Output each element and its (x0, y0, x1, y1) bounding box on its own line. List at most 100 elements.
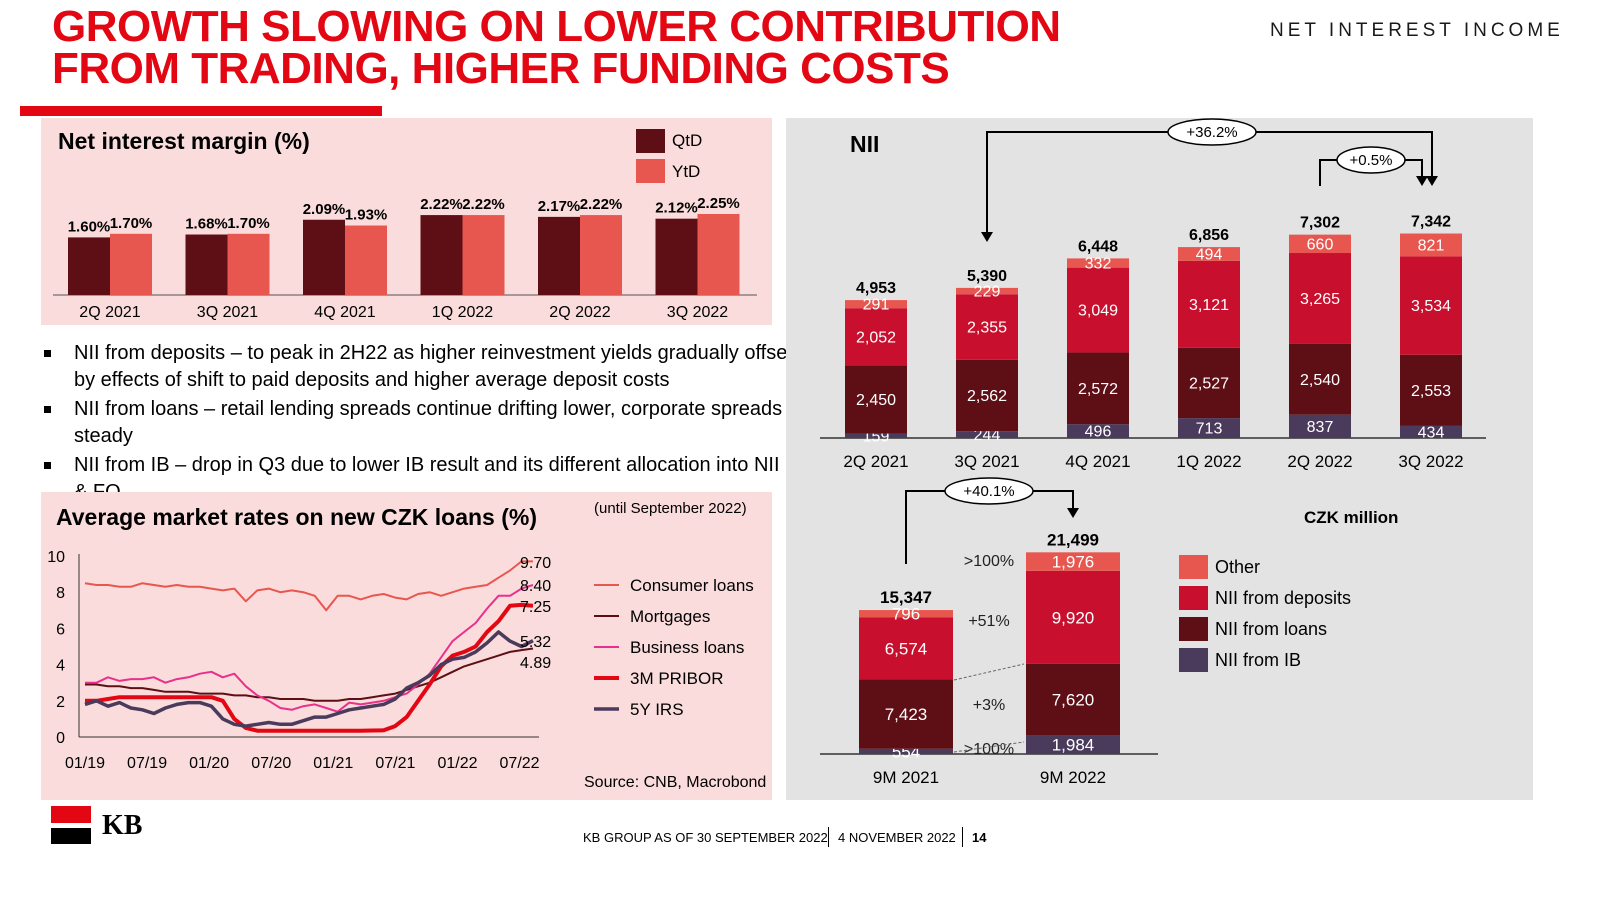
rates-y-tick: 6 (56, 621, 65, 638)
rates-end-label: 5.32 (520, 634, 551, 651)
nii-q-x-tick: 1Q 2022 (1176, 452, 1241, 471)
nii-9m-x-tick: 9M 2021 (873, 768, 939, 787)
nii-q-total-label: 4,953 (856, 280, 896, 297)
rates-x-tick: 01/21 (313, 755, 353, 772)
rates-series-line (85, 602, 534, 733)
nii-q-segment-label: 821 (1418, 238, 1445, 255)
nii-growth-bubble-2 (1336, 146, 1406, 174)
nim-bar-ytd (110, 233, 152, 295)
nim-value-label: 2.09% (303, 201, 346, 218)
nii-q-segment-label: 332 (1085, 256, 1112, 273)
rates-series-line (84, 560, 533, 612)
nim-x-tick: 1Q 2022 (432, 304, 493, 321)
rates-end-label: 4.89 (520, 655, 551, 672)
rates-y-tick: 8 (56, 585, 65, 602)
rates-source: Source: CNB, Macrobond (584, 774, 767, 791)
arrow-head-icon (1416, 176, 1428, 186)
nii-9m-segment-growth: >100% (964, 553, 1014, 570)
section-label: NET INTEREST INCOME (1270, 20, 1564, 41)
nii-9m-segment-label: 9,920 (1052, 608, 1095, 627)
nii-q-segment (956, 294, 1018, 360)
logo-stripe (51, 823, 91, 828)
rates-series-line (84, 630, 534, 728)
nim-bar-ytd (227, 233, 270, 295)
footer-date: 4 NOVEMBER 2022 (838, 830, 956, 845)
nii-q-segment-label: 2,355 (967, 320, 1007, 337)
nii-q-segment (1289, 343, 1351, 415)
arrow-head-icon (1067, 508, 1079, 518)
kb-logo-text: KB (102, 810, 143, 841)
nim-bar-qtd (655, 218, 698, 295)
legend-label-other: Other (1215, 557, 1261, 577)
nii-9m-segment-label: 7,620 (1052, 691, 1095, 710)
nim-value-label: 2.22% (462, 196, 505, 213)
nii-q-total-label: 6,856 (1189, 227, 1229, 244)
nii-9m-segment-growth: +51% (968, 613, 1009, 630)
nim-x-tick: 3Q 2021 (197, 304, 258, 321)
nii-q-segment (1289, 253, 1351, 344)
footer-divider-1 (828, 827, 829, 847)
nii-growth-label: +36.2% (1186, 124, 1237, 141)
title-line-2: FROM TRADING, HIGHER FUNDING COSTS (52, 44, 950, 93)
nii-9m-segment-label: 7,423 (885, 705, 928, 724)
rates-x-tick: 01/20 (189, 755, 229, 772)
nii-9m-segment-label: 6,574 (885, 639, 928, 658)
footer-page: 14 (972, 830, 987, 845)
nii-q-segment (1400, 354, 1462, 426)
nii-q-segment-label: 660 (1307, 236, 1334, 253)
nii-9m-guide (953, 663, 1025, 681)
nii-q-segment (1178, 347, 1240, 419)
nii-title: NII (850, 131, 880, 157)
nim-value-label: 1.68% (185, 216, 228, 233)
nii-9m-segment-label: 1,976 (1052, 553, 1095, 572)
nii-9m-segment (859, 617, 953, 680)
nii-9m-segment (1026, 663, 1120, 736)
nim-bar-ytd (580, 215, 622, 295)
nii-9m-total-label: 21,499 (1047, 530, 1099, 549)
rates-y-tick: 10 (47, 549, 65, 566)
nii-q-segment (1067, 267, 1129, 353)
nii-q-segment (1067, 424, 1129, 438)
nii-q-segment-label: 229 (974, 284, 1001, 301)
nii-9m-segment-label: 796 (892, 605, 920, 624)
nii-q-x-tick: 4Q 2021 (1065, 452, 1130, 471)
legend-label-deposits: NII from deposits (1215, 588, 1352, 608)
nim-title: Net interest margin (%) (58, 128, 310, 154)
nii-q-segment-label: 2,450 (856, 392, 896, 409)
nii-q-segment (956, 431, 1018, 438)
nii-q-segment-label: 3,121 (1189, 297, 1229, 314)
rates-y-tick: 4 (56, 658, 65, 675)
nii-q-segment-label: 291 (863, 297, 890, 314)
nim-value-label: 2.25% (697, 195, 740, 212)
nim-bar-qtd (303, 219, 345, 295)
nii-q-segment-label: 837 (1307, 419, 1334, 436)
nim-bar-ytd (462, 215, 505, 295)
nii-q-segment-label: 494 (1196, 247, 1223, 264)
nii-q-segment (1400, 233, 1462, 257)
legend-swatch-deposits (1179, 586, 1208, 610)
nii-growth-bubble (1167, 118, 1257, 146)
rates-x-tick: 07/22 (500, 755, 540, 772)
arrow-head-icon (1426, 176, 1438, 186)
nii-q-segment (1289, 414, 1351, 438)
rates-legend-label: Consumer loans (630, 576, 754, 595)
unit-label: CZK million (1304, 508, 1399, 527)
rates-end-label: 7.25 (520, 599, 551, 616)
nii-q-x-tick: 3Q 2021 (954, 452, 1019, 471)
nii-9m-x-tick: 9M 2022 (1040, 768, 1106, 787)
nii-q-segment-label: 3,049 (1078, 303, 1118, 320)
nii-q-segment (1178, 247, 1240, 261)
legend-swatch-qtd (636, 129, 665, 153)
legend-label-qtd: QtD (672, 131, 703, 150)
nim-value-label: 2.12% (655, 200, 698, 217)
nii-q-segment (1067, 352, 1129, 425)
nii-q-segment-label: 2,540 (1300, 372, 1340, 389)
nii-9m-segment (1026, 735, 1120, 754)
rates-legend-label: Business loans (630, 638, 744, 657)
nii-q-segment (845, 308, 907, 366)
rates-subtitle: (until September 2022) (594, 500, 747, 517)
rates-title: Average market rates on new CZK loans (%… (56, 504, 538, 530)
nii-9m-guide (953, 741, 1025, 753)
nim-bar-qtd (185, 234, 228, 295)
